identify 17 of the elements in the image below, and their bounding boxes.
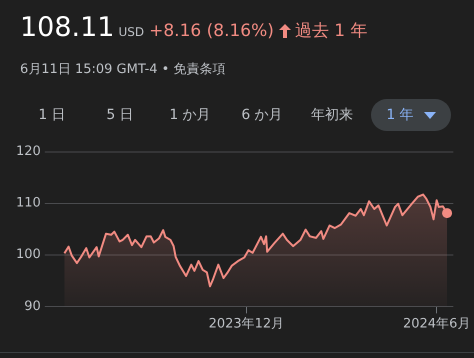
- y-tick-label: 110: [16, 196, 41, 211]
- text: +8.16 (8.16%): [149, 21, 274, 41]
- x-tick-label: 2024年6月: [402, 316, 470, 332]
- text: 1 日: [37, 106, 67, 124]
- text: 1 か月: [168, 106, 212, 124]
- chart-title: 108.11: [20, 12, 114, 43]
- text: 過去 1 年: [294, 20, 368, 42]
- y-tick-label: 100: [16, 247, 41, 262]
- text: 1 年: [386, 106, 414, 124]
- y-tick-label: 120: [16, 144, 41, 160]
- text: 5 日: [105, 106, 135, 124]
- chart-subtitle: 6月11日 15:09 GMT-4 • 免責条項: [20, 61, 226, 78]
- text: USD: [118, 25, 144, 39]
- text: 6 か月: [240, 106, 284, 124]
- x-tick-label: 2023年12月: [208, 316, 284, 332]
- text: 年初来: [310, 106, 354, 124]
- y-tick-label: 90: [24, 298, 41, 314]
